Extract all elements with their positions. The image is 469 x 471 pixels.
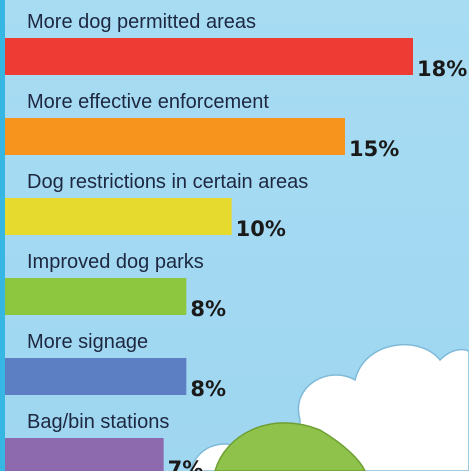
bar [5, 38, 413, 75]
edge-strip [0, 0, 5, 471]
value-label: 18% [417, 57, 467, 81]
bar [5, 118, 345, 155]
bar [5, 278, 186, 315]
category-label: More effective enforcement [27, 91, 269, 113]
category-label: More signage [27, 331, 148, 353]
value-label: 7% [168, 457, 204, 471]
bar [5, 198, 232, 235]
value-label: 15% [349, 137, 399, 161]
value-label: 8% [190, 377, 226, 401]
category-label: More dog permitted areas [27, 11, 256, 33]
bar [5, 358, 186, 395]
category-label: Improved dog parks [27, 251, 204, 273]
category-label: Bag/bin stations [27, 411, 169, 433]
value-label: 10% [236, 217, 286, 241]
chart: More dog permitted areas 18% More effectiv… [0, 0, 469, 471]
bar [5, 438, 164, 471]
value-label: 8% [190, 297, 226, 321]
category-label: Dog restrictions in certain areas [27, 171, 308, 193]
